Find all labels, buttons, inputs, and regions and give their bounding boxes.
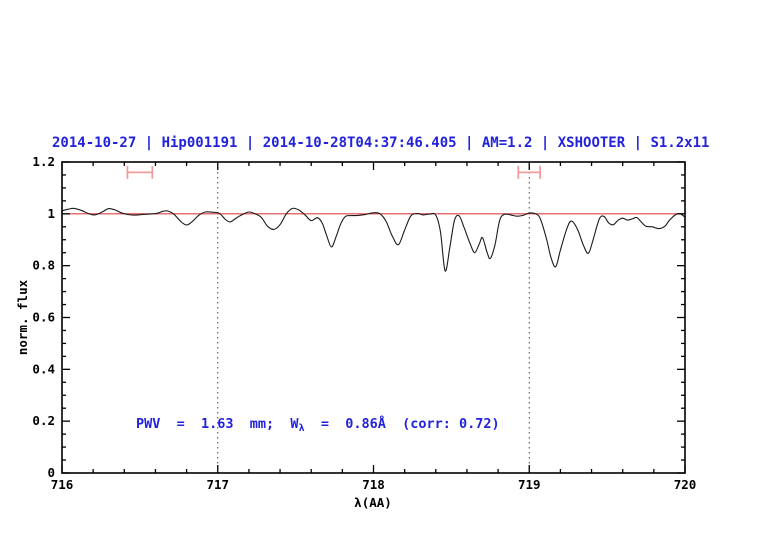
y-tick-label: 1: [47, 206, 55, 221]
pwv-annotation: PWV = 1.63 mm; Wλ = 0.86Å (corr: 0.72): [136, 416, 500, 434]
y-tick-label: 0.6: [32, 310, 55, 325]
x-tick-label: 717: [206, 477, 229, 492]
plot-title: 2014-10-27 | Hip001191 | 2014-10-28T04:3…: [52, 135, 710, 151]
pwv-annotation-suffix: = 0.86Å (corr: 0.72): [304, 416, 500, 432]
y-tick-label: 1.2: [32, 154, 55, 169]
x-axis-label: λ(AA): [354, 495, 392, 510]
y-tick-label: 0.4: [32, 361, 55, 376]
x-tick-label: 716: [51, 477, 74, 492]
y-tick-label: 0.2: [32, 413, 55, 428]
plot-marks-layer: 716 717 718 719 720 0 0.2 0.4 0.6 0.8 1 1.2: [32, 154, 696, 492]
x-tick-label: 720: [674, 477, 697, 492]
pwv-annotation-prefix: PWV = 1.63 mm; W: [136, 416, 299, 432]
pwv-annotation-lambda-subscript: λ: [298, 423, 305, 434]
y-tick-label: 0.8: [32, 258, 55, 273]
y-axis-label: norm. flux: [15, 279, 30, 355]
x-tick-label: 719: [518, 477, 541, 492]
y-tick-label: 0: [47, 465, 55, 480]
spectrum-line: [61, 207, 686, 272]
x-tick-label: 718: [362, 477, 385, 492]
